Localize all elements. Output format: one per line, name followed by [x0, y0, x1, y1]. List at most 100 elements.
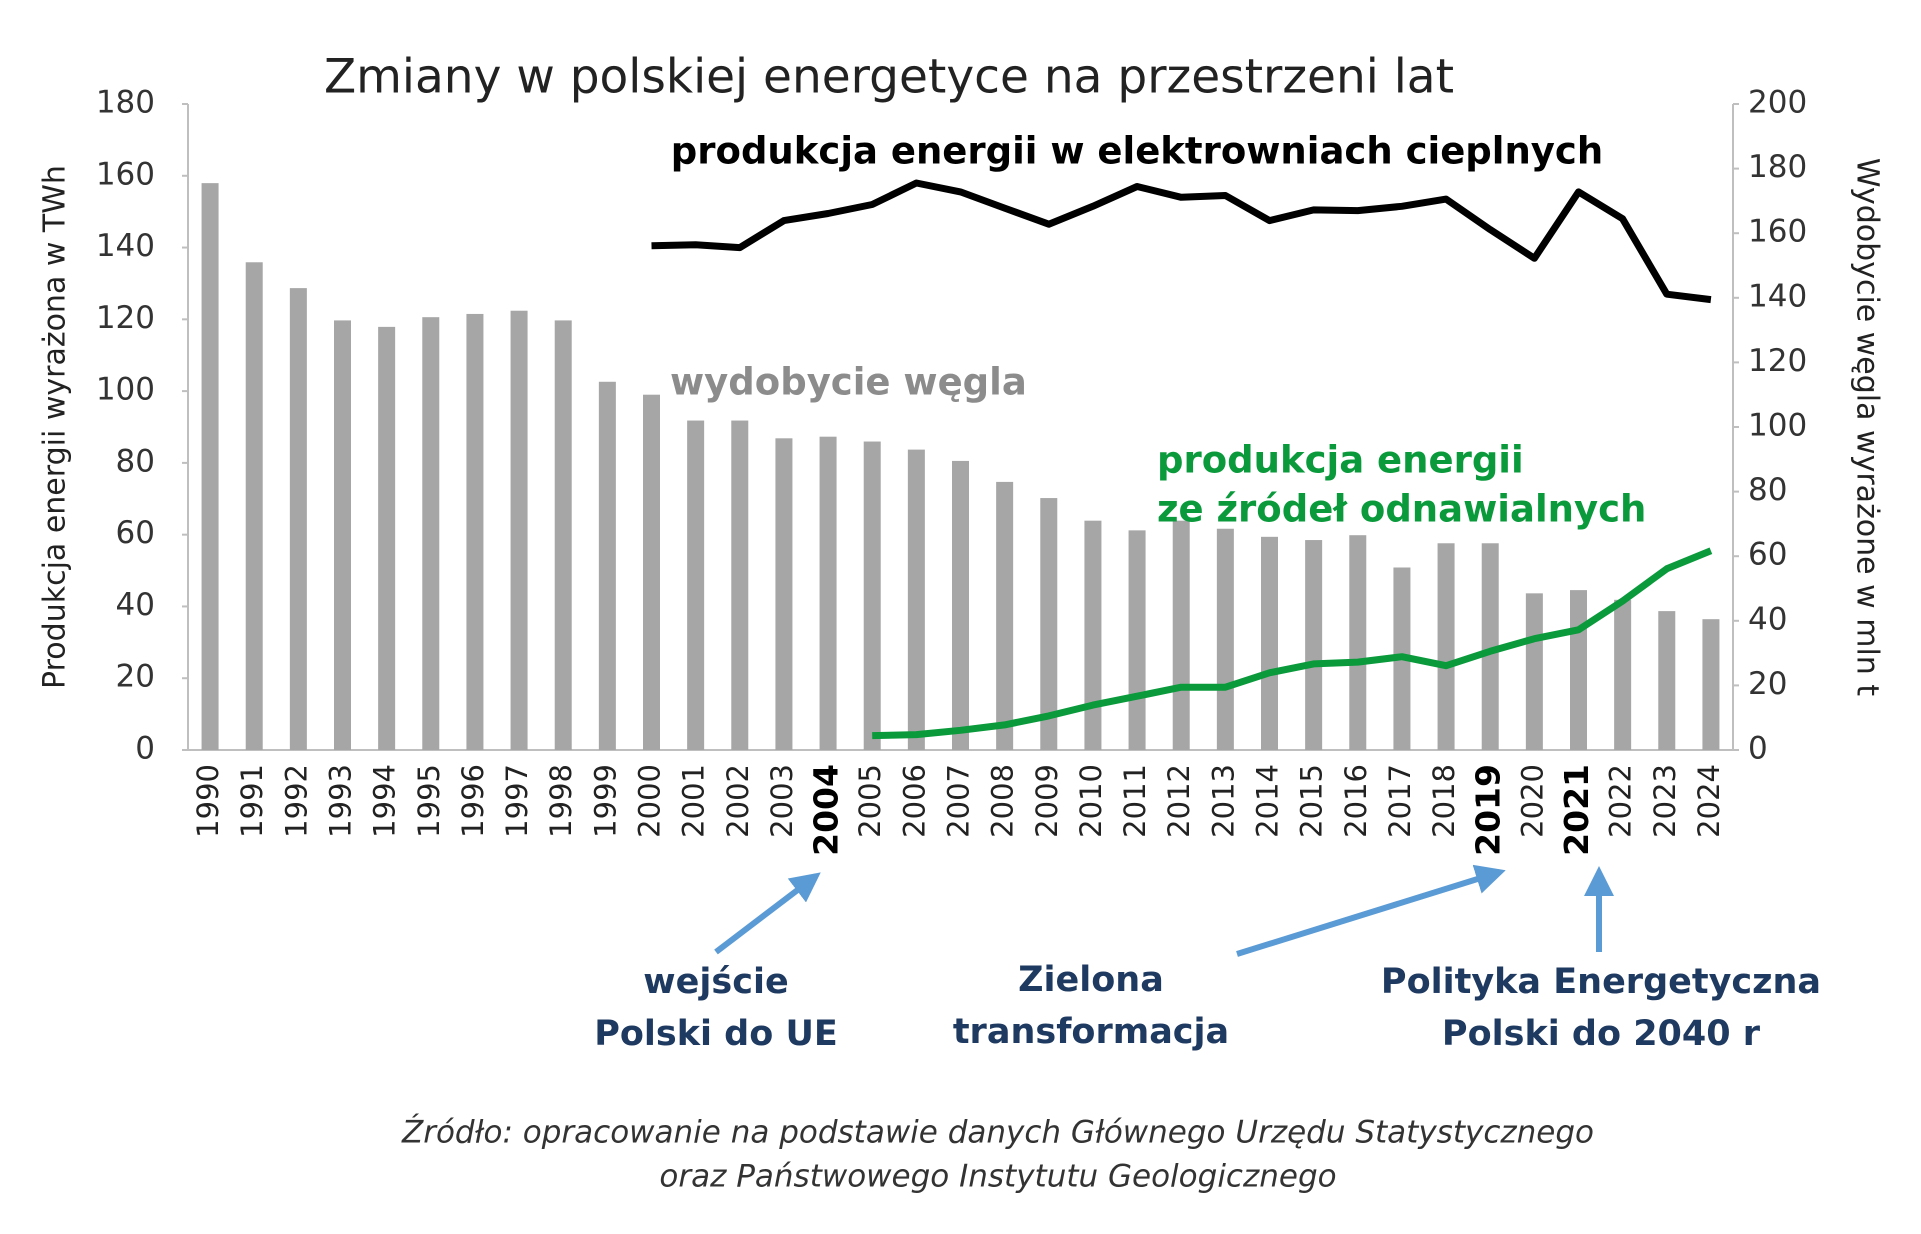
series-label: ze źródeł odnawialnych [1157, 488, 1646, 531]
y2-tick-label: 140 [1748, 278, 1807, 314]
bar [289, 288, 307, 750]
y-tick-label: 0 [135, 731, 155, 767]
x-tick-label: 1992 [279, 764, 313, 838]
bar [1658, 611, 1676, 750]
series-label: wydobycie węgla [670, 361, 1027, 404]
y-tick-label: 20 [116, 659, 155, 695]
y2-tick-label: 80 [1748, 472, 1787, 508]
x-tick-label: 2002 [721, 764, 755, 838]
source-note: oraz Państwowego Instytutu Geologicznego [659, 1159, 1336, 1195]
x-tick-label: 2023 [1648, 764, 1682, 838]
y2-tick-label: 180 [1748, 149, 1807, 185]
y-tick-label: 140 [96, 228, 155, 264]
bar [1216, 528, 1234, 750]
bar [466, 313, 484, 750]
x-tick-label: 2000 [633, 764, 667, 838]
x-tick-label: 2021 [1557, 764, 1596, 856]
source-note: Źródło: opracowanie na podstawie danych … [401, 1115, 1594, 1151]
y2-tick-label: 200 [1748, 85, 1807, 121]
chart-title: Zmiany w polskiej energetyce na przestrz… [324, 50, 1454, 105]
y2-tick-label: 120 [1748, 343, 1807, 379]
x-tick-label: 2012 [1162, 764, 1196, 838]
bar [1437, 543, 1455, 750]
bar [1128, 530, 1146, 750]
arrow [1236, 864, 1506, 957]
x-tick-label: 2007 [942, 764, 976, 838]
line [651, 179, 1712, 304]
bar [422, 317, 440, 750]
bar [334, 320, 351, 750]
bar [643, 394, 660, 750]
bar [598, 381, 616, 750]
x-tick-label: 2022 [1604, 764, 1638, 838]
y2-tick-label: 0 [1748, 731, 1768, 767]
y2-tick-label: 100 [1748, 408, 1807, 444]
bar [1040, 498, 1058, 750]
x-tick-label: 1995 [412, 764, 446, 838]
x-tick-label: 2001 [677, 764, 711, 838]
x-tick-label: 2019 [1469, 764, 1508, 856]
annotation: Polski do 2040 r [1442, 1014, 1761, 1054]
y2-tick-label: 160 [1748, 214, 1807, 250]
x-tick-label: 2017 [1383, 764, 1417, 838]
bar [1481, 543, 1499, 750]
y-tick-label: 120 [96, 300, 155, 336]
x-tick-label: 2020 [1515, 764, 1549, 838]
x-tick-label: 1999 [588, 764, 622, 838]
bar [201, 183, 219, 750]
x-tick-label: 2006 [897, 764, 931, 838]
x-tick-label: 1990 [191, 764, 225, 838]
annotation: Polityka Energetyczna [1381, 962, 1821, 1002]
y-tick-label: 180 [96, 85, 155, 121]
bar [819, 436, 837, 750]
bar [1614, 599, 1632, 750]
x-tick-label: 2009 [1030, 764, 1064, 838]
x-tick-label: 1997 [500, 764, 534, 838]
y-tick-label: 80 [116, 443, 155, 479]
bar [907, 449, 925, 750]
x-tick-label: 2014 [1251, 764, 1285, 838]
bar [1570, 590, 1587, 750]
bar [510, 310, 528, 750]
bar [775, 438, 793, 750]
bar [1702, 619, 1720, 750]
y2-tick-label: 40 [1748, 601, 1787, 637]
y-tick-label: 100 [96, 372, 155, 408]
annotation: Zielona [1018, 960, 1164, 1000]
arrow [714, 872, 821, 955]
y-axis-title: Produkcja energii wyrażona w TWh [38, 165, 73, 689]
bar [554, 320, 572, 750]
x-tick-label: 2005 [853, 764, 887, 838]
bar [952, 460, 969, 750]
x-tick-label: 2008 [986, 764, 1020, 838]
annotation: Polski do UE [594, 1014, 838, 1054]
y-tick-label: 160 [96, 156, 155, 192]
bar [731, 420, 749, 750]
bar [1172, 520, 1190, 750]
x-tick-label: 2018 [1427, 764, 1461, 838]
x-tick-label: 1998 [544, 764, 578, 838]
y2-axis-title: Wydobycie węgla wyrażone w mln t [1850, 158, 1885, 696]
y2-tick-label: 60 [1748, 537, 1787, 573]
x-tick-label: 1991 [235, 764, 269, 838]
bar [1525, 593, 1543, 750]
line [872, 547, 1713, 740]
x-tick-label: 1994 [368, 764, 402, 838]
annotation: wejście [643, 962, 788, 1002]
bar [1349, 535, 1367, 750]
series-label: produkcja energii [1157, 439, 1524, 482]
bar [1261, 536, 1278, 750]
x-tick-label: 2016 [1339, 764, 1373, 838]
y-tick-label: 40 [116, 587, 155, 623]
bar [863, 441, 881, 750]
bar [245, 262, 263, 750]
x-tick-label: 1996 [456, 764, 490, 838]
x-tick-label: 2015 [1295, 764, 1329, 838]
bar [687, 420, 705, 750]
x-tick-label: 2004 [807, 764, 846, 856]
bar [1305, 540, 1323, 750]
x-tick-label: 2003 [765, 764, 799, 838]
x-tick-label: 2024 [1692, 764, 1726, 838]
bar [378, 326, 396, 750]
y-tick-label: 60 [116, 515, 155, 551]
